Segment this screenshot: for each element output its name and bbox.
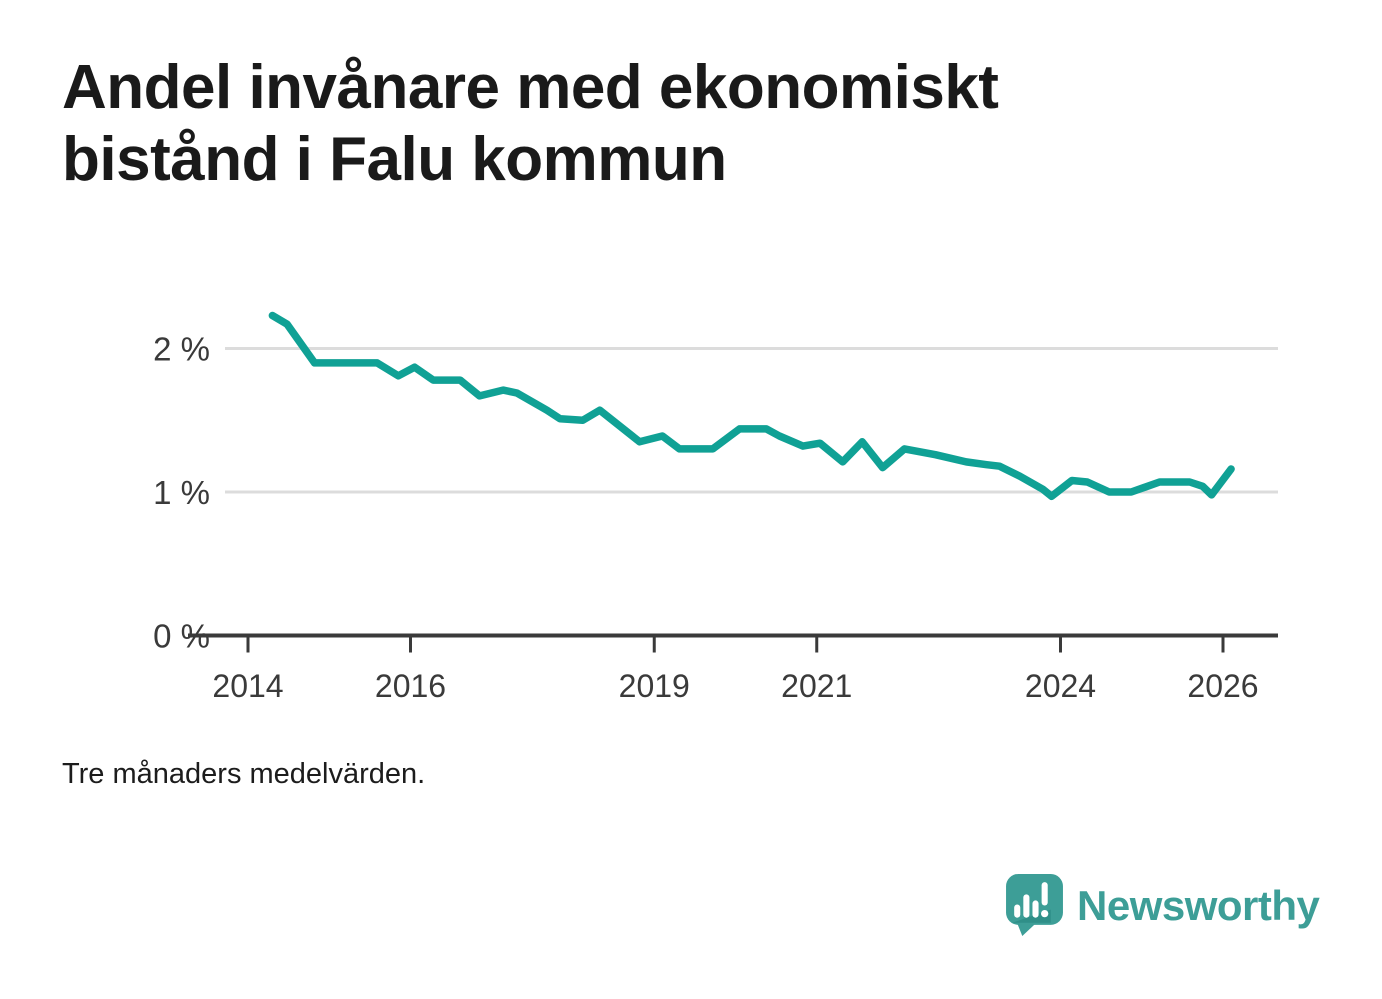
logo-bars-and-exclamation	[1014, 882, 1049, 918]
x-axis-ticks	[246, 635, 1225, 653]
chart-title: Andel invånare med ekonomiskt bistånd i …	[62, 53, 999, 194]
y-axis-labels: 2 % 1 % 0 %	[153, 331, 210, 655]
x-axis-tick-label: 2014	[212, 668, 283, 704]
y-axis-tick-label: 0 %	[153, 618, 210, 655]
x-axis-tick-label: 2021	[781, 668, 852, 704]
x-axis-tick-label: 2019	[619, 668, 690, 704]
x-axis-labels: 2014 2016 2019 2021 2024 2026	[212, 668, 1258, 704]
x-axis-tick-label: 2024	[1025, 668, 1096, 704]
newsworthy-logo-icon	[1006, 874, 1063, 936]
newsworthy-logo: Newsworthy	[1006, 874, 1320, 936]
newsworthy-logo-text: Newsworthy	[1077, 882, 1320, 929]
chart-footnote: Tre månaders medelvärden.	[62, 758, 426, 790]
y-axis-tick-label: 1 %	[153, 474, 210, 511]
speech-bubble-tail	[1016, 920, 1039, 936]
data-series-line	[268, 311, 1235, 501]
y-axis-tick-label: 2 %	[153, 331, 210, 368]
x-axis-tick-label: 2016	[375, 668, 446, 704]
x-axis-tick-label: 2026	[1187, 668, 1258, 704]
